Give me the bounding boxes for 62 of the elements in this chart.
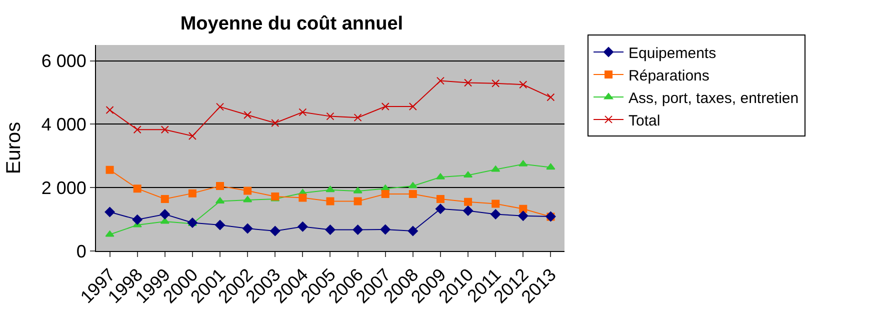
point [380, 224, 390, 234]
point [381, 190, 390, 198]
y-axis-title: Euros [2, 122, 25, 174]
point [106, 166, 114, 174]
y-tick-label: 4 000 [41, 114, 86, 135]
point [492, 200, 500, 208]
point [160, 209, 170, 220]
point [244, 186, 252, 195]
point [546, 163, 556, 170]
point [326, 197, 334, 206]
y-tick-label: 6 000 [41, 51, 86, 72]
point [216, 102, 224, 111]
point [519, 80, 528, 89]
legend-label: Réparations [628, 67, 710, 84]
point [271, 118, 280, 127]
point [244, 111, 252, 120]
point [104, 206, 115, 218]
y-tick-label: 0 [76, 241, 86, 262]
point [298, 108, 307, 116]
point [243, 196, 252, 202]
legend-label: Total [628, 112, 660, 130]
point [436, 76, 444, 85]
chart-title: Moyenne du coût annuel [180, 14, 404, 35]
point [133, 126, 142, 134]
point [214, 220, 226, 230]
point [106, 106, 114, 114]
point [463, 171, 473, 178]
point [298, 194, 307, 202]
legend-label: Ass, port, taxes, entretien [628, 90, 799, 107]
point [216, 182, 224, 190]
point [160, 126, 169, 134]
point [492, 79, 500, 88]
point [270, 226, 280, 236]
point [325, 224, 336, 235]
point [381, 102, 390, 110]
point [354, 197, 362, 206]
point [436, 195, 444, 204]
legend-label: Equipements [628, 44, 716, 62]
point [354, 114, 362, 122]
point [298, 222, 308, 232]
point [435, 204, 446, 214]
point [271, 192, 280, 200]
point [132, 214, 142, 225]
point [490, 209, 501, 220]
point [462, 206, 474, 216]
point [519, 204, 528, 213]
y-tick-label: 2 000 [41, 178, 86, 198]
point [464, 198, 472, 206]
point [464, 78, 472, 87]
point [188, 132, 196, 140]
point [352, 224, 363, 235]
point [326, 112, 334, 120]
point [518, 210, 528, 221]
point [326, 186, 335, 192]
point [546, 93, 555, 102]
point [408, 102, 417, 110]
point [133, 184, 142, 193]
point [188, 189, 196, 198]
point [160, 195, 169, 204]
point [408, 226, 418, 236]
point [242, 223, 253, 234]
point [408, 190, 417, 198]
